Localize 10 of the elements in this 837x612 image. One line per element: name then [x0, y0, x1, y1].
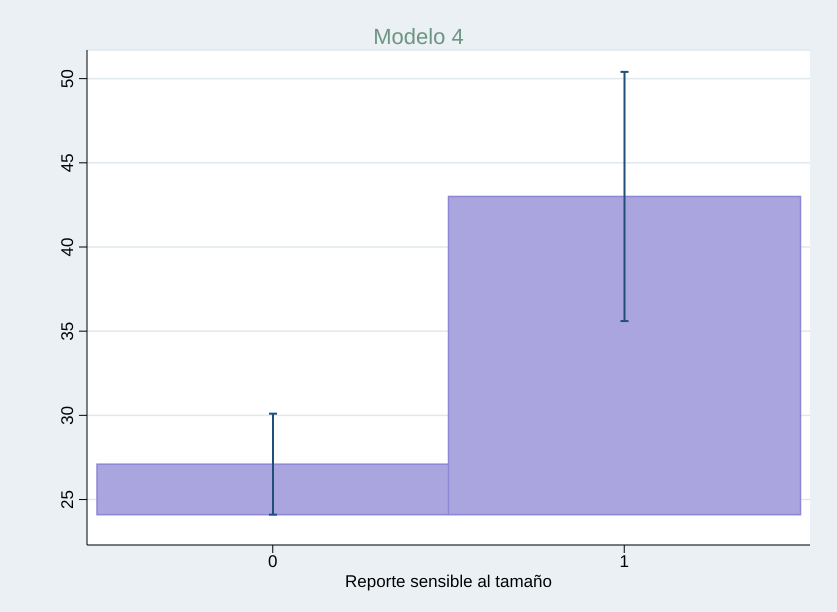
y-tick-label: 45	[58, 153, 77, 172]
y-tick-label: 35	[58, 322, 77, 341]
x-tick-label: 0	[268, 552, 278, 572]
y-tick-label: 25	[58, 490, 77, 509]
y-tick-label: 40	[58, 238, 77, 256]
y-tick-label: 30	[58, 406, 77, 425]
chart-title: Modelo 4	[372, 24, 465, 50]
x-tick-label: 1	[620, 552, 629, 572]
x-axis-title: Reporte sensible al tamaño	[345, 572, 552, 591]
y-tick-label: 50	[58, 69, 77, 88]
